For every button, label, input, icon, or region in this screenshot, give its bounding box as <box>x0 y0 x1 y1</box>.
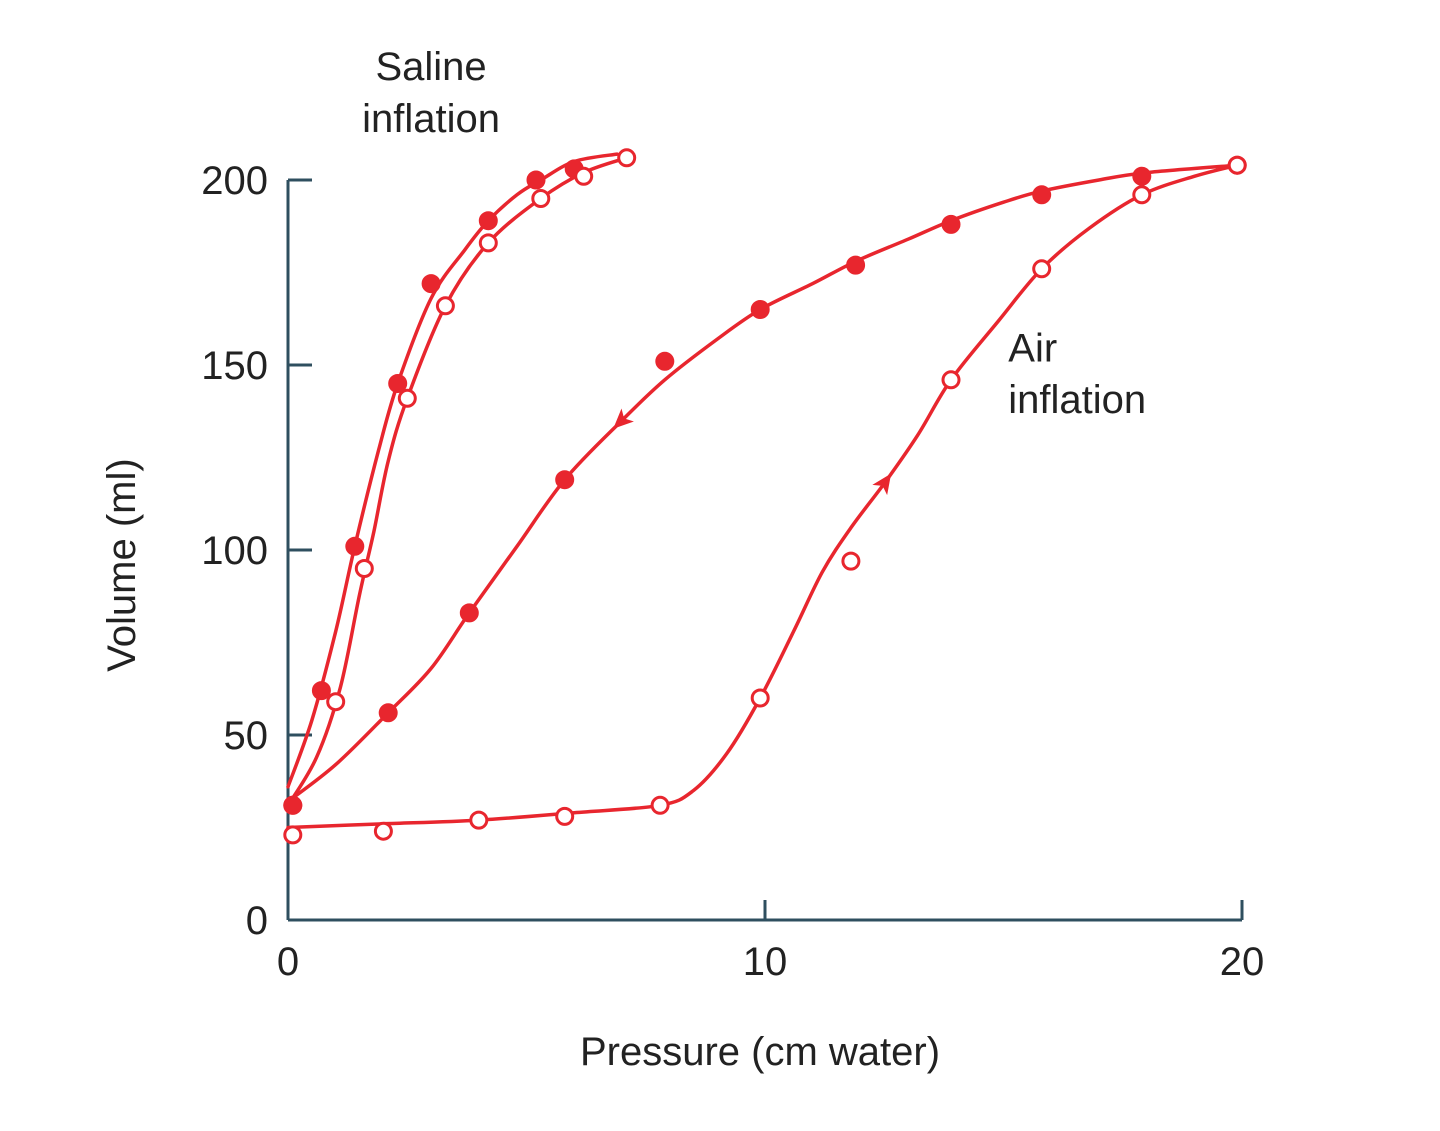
series-saline-inflation <box>286 148 637 808</box>
open-data-point <box>841 551 861 571</box>
chart-labels: Pressure (cm water) Volume (ml) Saline in… <box>100 45 1146 1074</box>
data-series <box>283 148 1247 845</box>
annotation-label: Air <box>1008 326 1057 370</box>
y-tick-label: 150 <box>201 344 268 388</box>
open-data-point <box>1032 259 1052 279</box>
open-data-point <box>574 166 594 186</box>
series-air-deflation <box>283 155 1247 815</box>
filled-data-point <box>378 703 398 723</box>
annotation-label: inflation <box>362 97 500 141</box>
direction-arrow-icon <box>872 473 892 496</box>
filled-data-point <box>941 214 961 234</box>
annotation-label: inflation <box>1008 378 1146 422</box>
filled-data-point <box>388 374 408 393</box>
annotation-label: Saline <box>375 45 486 89</box>
filled-data-point <box>750 300 770 319</box>
filled-data-point <box>478 211 498 231</box>
y-tick-label: 100 <box>201 529 268 573</box>
x-axis-title: Pressure (cm water) <box>580 1030 940 1074</box>
filled-data-point <box>526 170 546 190</box>
filled-data-point <box>655 351 675 371</box>
open-data-point <box>469 810 489 830</box>
filled-data-point <box>283 795 303 815</box>
open-data-point <box>555 806 575 826</box>
series-air-inflation <box>283 155 1247 845</box>
open-data-point <box>478 233 498 253</box>
open-data-point <box>1132 185 1152 205</box>
filled-data-point <box>421 274 441 294</box>
open-data-point <box>435 296 455 316</box>
filled-data-point <box>846 255 866 275</box>
filled-data-point <box>311 681 331 701</box>
filled-data-point <box>345 536 365 556</box>
axes: 0 50 100 150 200 0 10 20 <box>201 159 1264 984</box>
series-line <box>286 163 1239 830</box>
open-data-point <box>354 559 374 578</box>
direction-arrow-icon <box>613 408 634 429</box>
y-tick-label: 200 <box>201 159 268 203</box>
x-tick-label: 20 <box>1220 940 1265 984</box>
open-data-point <box>617 148 637 168</box>
open-data-point <box>941 370 961 390</box>
filled-data-point <box>555 470 575 490</box>
y-tick-label: 50 <box>224 714 269 758</box>
x-tick-label: 0 <box>277 940 299 984</box>
open-data-point <box>531 189 551 208</box>
open-data-point <box>283 825 303 845</box>
open-data-point <box>373 821 393 841</box>
open-data-point <box>1227 155 1247 175</box>
filled-data-point <box>1132 166 1152 186</box>
filled-data-point <box>1032 185 1052 205</box>
x-tick-label: 10 <box>743 940 788 984</box>
open-data-point <box>397 388 417 408</box>
y-tick-label: 0 <box>246 899 268 943</box>
open-data-point <box>650 795 670 815</box>
filled-data-point <box>459 603 479 623</box>
open-data-point <box>326 692 346 712</box>
y-axis-title: Volume (ml) <box>100 458 144 671</box>
open-data-point <box>750 688 770 708</box>
